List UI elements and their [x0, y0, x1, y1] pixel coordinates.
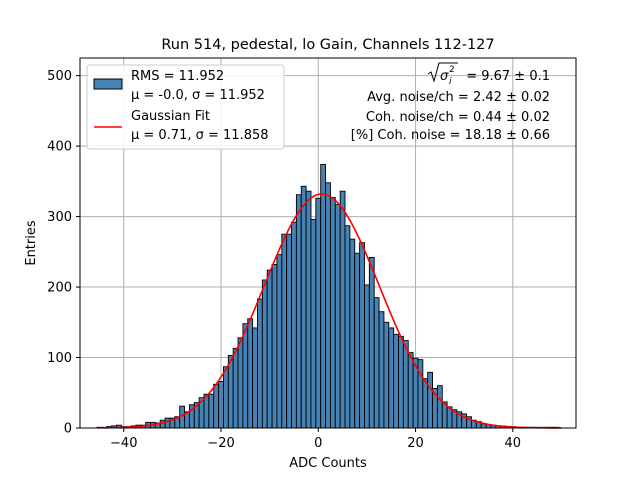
- histogram-bar-67: [422, 378, 429, 429]
- histogram-bar-53: [354, 252, 361, 429]
- histogram-bar-49: [334, 204, 341, 429]
- legend: RMS = 11.952 μ = -0.0, σ = 11.952 Gaussi…: [86, 64, 285, 150]
- histogram-bar-63: [402, 340, 409, 429]
- histogram-bar-28: [232, 347, 239, 429]
- x-tick-label-1: −20: [207, 436, 234, 451]
- histogram-bar-33: [257, 298, 263, 429]
- y-tick-label-0: 0: [64, 422, 72, 437]
- histogram-bar-68: [427, 371, 433, 429]
- histogram-bar-40: [291, 221, 297, 429]
- histogram-bar-48: [329, 197, 336, 429]
- histogram-bar-27: [227, 354, 234, 429]
- legend-fit-stats: μ = 0.71, σ = 11.858: [131, 128, 269, 143]
- plot-frame: [79, 57, 577, 429]
- histogram-bar-38: [281, 233, 288, 429]
- histogram-bar-52: [349, 238, 356, 429]
- histogram-bar-30: [242, 323, 249, 429]
- histogram-bars: [96, 163, 560, 429]
- avg-noise-annotation: Avg. noise/ch = 2.42 ± 0.02: [367, 90, 550, 105]
- histogram-bar-26: [223, 366, 229, 429]
- histogram-bar-51: [344, 225, 351, 429]
- x-axis-label: ADC Counts: [289, 456, 367, 471]
- histogram-bar-23: [208, 393, 215, 429]
- chart-title: Run 514, pedestal, lo Gain, Channels 112…: [161, 37, 494, 53]
- y-tick-label-4: 400: [47, 140, 72, 155]
- histogram-bar-70: [436, 385, 443, 429]
- y-tick-label-2: 200: [47, 281, 72, 296]
- x-tick-label-3: 20: [407, 436, 424, 451]
- histogram-bar-37: [276, 254, 283, 429]
- histogram-bar-59: [383, 321, 390, 429]
- sqrt-symbol: [427, 62, 458, 83]
- histogram-bar-13: [159, 419, 166, 429]
- histogram-bar-41: [295, 194, 302, 429]
- histogram-bar-25: [218, 381, 224, 429]
- y-axis-label: Entries: [24, 220, 39, 266]
- pct-coh-noise-annotation: [%] Coh. noise = 18.18 ± 0.66: [351, 128, 550, 143]
- y-tick-label-1: 100: [47, 351, 72, 366]
- histogram-bar-64: [407, 352, 414, 429]
- histogram-bar-36: [271, 264, 278, 429]
- histogram-bar-61: [393, 333, 399, 429]
- histogram-bar-55: [364, 284, 370, 429]
- histogram-bar-31: [247, 318, 254, 429]
- legend-histogram-stats: μ = -0.0, σ = 11.952: [131, 88, 265, 103]
- histogram-bar-45: [315, 197, 322, 429]
- histogram-bar-32: [252, 327, 258, 429]
- histogram-bar-54: [359, 242, 365, 429]
- sigma-superscript: 2: [449, 65, 455, 75]
- x-tick-label-2: 0: [314, 436, 322, 451]
- histogram-bar-43: [305, 190, 312, 429]
- x-tick-label-4: 40: [505, 436, 522, 451]
- sigma-symbol: σ: [440, 69, 449, 84]
- legend-rms-label: RMS = 11.952: [131, 69, 224, 84]
- x-axis-ticks: −40 −20 0 20 40: [110, 428, 521, 451]
- legend-patch-histogram: [93, 78, 123, 90]
- histogram-bar-35: [266, 269, 273, 429]
- histogram-bar-60: [388, 327, 395, 429]
- histogram-bar-44: [310, 218, 317, 429]
- sigma-total-value: = 9.67 ± 0.1: [462, 69, 550, 84]
- histogram-bar-47: [325, 182, 331, 429]
- histogram-bar-42: [300, 185, 307, 429]
- coh-noise-annotation: Coh. noise/ch = 0.44 ± 0.02: [366, 110, 550, 125]
- histogram-bar-50: [339, 190, 346, 429]
- histogram-bar-56: [368, 256, 375, 429]
- histogram-bar-14: [164, 417, 171, 429]
- y-axis-ticks: 0 100 200 300 400 500: [47, 69, 80, 437]
- gaussian-fit-line: [99, 193, 562, 429]
- y-tick-label-3: 300: [47, 210, 72, 225]
- legend-frame: [86, 64, 285, 150]
- legend-fit-label: Gaussian Fit: [131, 109, 210, 124]
- y-tick-label-5: 500: [47, 69, 72, 84]
- x-tick-label-0: −40: [110, 436, 137, 451]
- histogram-bar-62: [398, 335, 404, 429]
- noise-annotations: σ 2 i = 9.67 ± 0.1 Avg. noise/ch = 2.42 …: [351, 62, 550, 143]
- sigma-total-annotation: σ 2 i = 9.67 ± 0.1: [427, 62, 550, 87]
- histogram-bar-58: [378, 311, 385, 429]
- histogram-bar-46: [320, 163, 327, 429]
- sigma-subscript: i: [449, 77, 452, 87]
- histogram-bar-57: [373, 297, 380, 429]
- histogram-bar-34: [261, 279, 268, 429]
- histogram-bar-29: [237, 337, 244, 429]
- histogram-bar-24: [213, 383, 220, 429]
- histogram-bar-39: [286, 233, 292, 429]
